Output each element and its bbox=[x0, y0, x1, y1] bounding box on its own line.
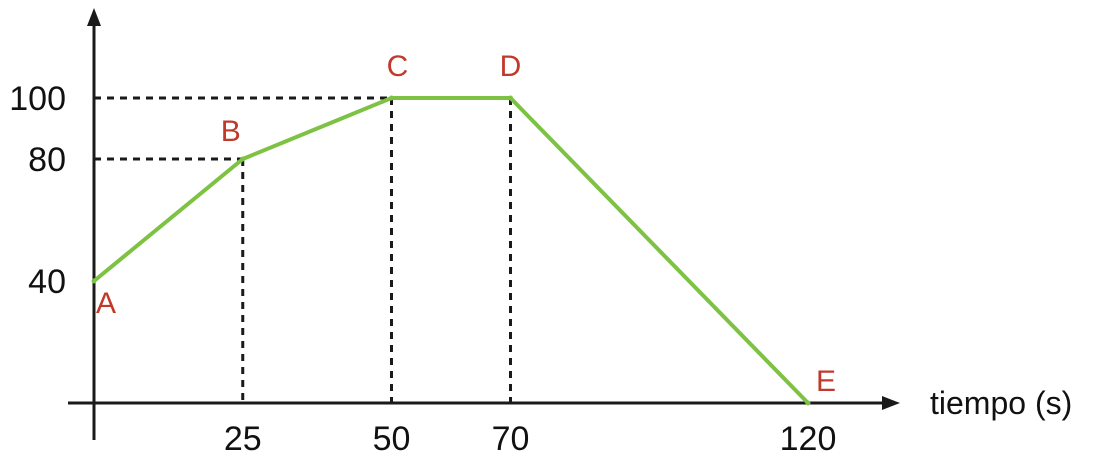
point-label-A: A bbox=[96, 287, 116, 320]
point-label-C: C bbox=[387, 50, 409, 83]
point-B bbox=[240, 156, 246, 162]
x-axis-arrow bbox=[882, 396, 900, 410]
tick-labels: 25 50 70 120 40 80 100 bbox=[9, 80, 836, 458]
x-tick-label: 50 bbox=[373, 420, 411, 458]
y-tick-label: 40 bbox=[28, 263, 66, 301]
y-tick-label: 100 bbox=[9, 80, 66, 118]
x-tick-label: 120 bbox=[780, 420, 837, 458]
series bbox=[91, 95, 811, 406]
y-tick-label: 80 bbox=[28, 141, 66, 179]
point-C bbox=[389, 95, 394, 101]
x-tick-label: 70 bbox=[492, 420, 530, 458]
series-line bbox=[92, 96, 810, 405]
point-label-B: B bbox=[221, 115, 241, 148]
x-axis-label: tiempo (s) bbox=[930, 385, 1072, 421]
axes bbox=[68, 8, 900, 440]
guide-lines bbox=[94, 96, 512, 403]
point-label-D: D bbox=[500, 50, 522, 83]
point-label-E: E bbox=[816, 365, 836, 398]
point-A bbox=[91, 278, 97, 284]
point-E bbox=[805, 400, 811, 406]
point-D bbox=[508, 95, 513, 101]
y-axis-arrow bbox=[87, 8, 101, 26]
point-labels: A B C D E bbox=[96, 50, 836, 398]
x-tick-label: 25 bbox=[224, 420, 262, 458]
